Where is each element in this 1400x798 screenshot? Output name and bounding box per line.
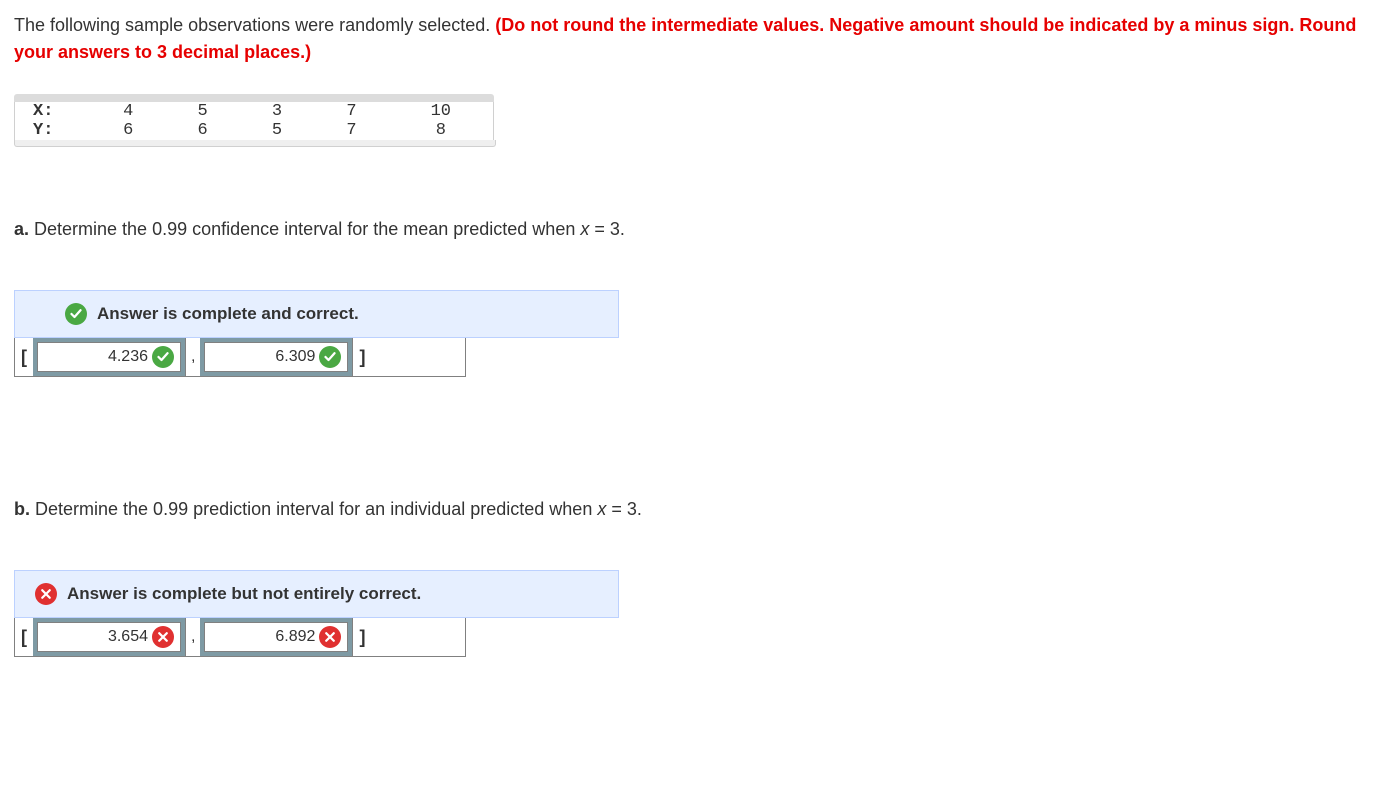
cell: 3 — [240, 102, 314, 121]
check-icon — [65, 303, 87, 325]
row-label-x: X: — [15, 102, 92, 121]
var-x: x — [580, 219, 589, 239]
interval-row-b: [ 3.654 , 6.892 ] — [14, 618, 466, 657]
data-scroll-bottom[interactable] — [14, 140, 496, 147]
answer-block-a: Answer is complete and correct. [ 4.236 … — [14, 290, 1386, 377]
var-x: x — [597, 499, 606, 519]
table-row: Y: 6 6 5 7 8 — [15, 121, 494, 140]
intro-plain: The following sample observations were r… — [14, 15, 495, 35]
answer-cell-b1-wrap: 3.654 — [33, 618, 186, 656]
feedback-banner-a: Answer is complete and correct. — [14, 290, 619, 338]
interval-row-a: [ 4.236 , 6.309 ] — [14, 338, 466, 377]
comma: , — [186, 342, 200, 372]
row-label-y: Y: — [15, 121, 92, 140]
answer-cell-b2[interactable]: 6.892 — [205, 623, 347, 651]
answer-cell-a2-wrap: 6.309 — [200, 338, 353, 376]
question-a-text: Determine the 0.99 confidence interval f… — [29, 219, 580, 239]
answer-block-b: Answer is complete but not entirely corr… — [14, 570, 1386, 657]
cell: 6 — [165, 121, 239, 140]
answer-cell-a1[interactable]: 4.236 — [38, 343, 180, 371]
cell: 7 — [314, 102, 388, 121]
data-table-wrap: X: 4 5 3 7 10 Y: 6 6 5 7 8 — [14, 94, 494, 147]
cell: 6 — [91, 121, 165, 140]
answer-cell-a1-wrap: 4.236 — [33, 338, 186, 376]
answer-cell-b1[interactable]: 3.654 — [38, 623, 180, 651]
close-bracket: ] — [353, 343, 371, 372]
answer-cell-b2-wrap: 6.892 — [200, 618, 353, 656]
close-bracket: ] — [353, 623, 371, 652]
question-b-label: b. — [14, 499, 30, 519]
cell: 5 — [165, 102, 239, 121]
comma: , — [186, 622, 200, 652]
cross-icon — [35, 583, 57, 605]
answer-value-b1: 3.654 — [108, 628, 148, 646]
cell: 8 — [389, 121, 494, 140]
data-scroll-top — [14, 94, 494, 102]
feedback-text-a: Answer is complete and correct. — [97, 304, 359, 324]
cell: 10 — [389, 102, 494, 121]
question-intro: The following sample observations were r… — [14, 12, 1386, 66]
question-b: b. Determine the 0.99 prediction interva… — [14, 497, 1386, 522]
open-bracket: [ — [15, 623, 33, 652]
open-bracket: [ — [15, 343, 33, 372]
answer-value-a1: 4.236 — [108, 348, 148, 366]
question-a-label: a. — [14, 219, 29, 239]
answer-cell-a2[interactable]: 6.309 — [205, 343, 347, 371]
data-table: X: 4 5 3 7 10 Y: 6 6 5 7 8 — [14, 102, 494, 140]
cross-icon — [152, 626, 174, 648]
question-a-eq: = 3. — [589, 219, 625, 239]
check-icon — [319, 346, 341, 368]
check-icon — [152, 346, 174, 368]
feedback-banner-b: Answer is complete but not entirely corr… — [14, 570, 619, 618]
question-a: a. Determine the 0.99 confidence interva… — [14, 217, 1386, 242]
cell: 5 — [240, 121, 314, 140]
question-b-text: Determine the 0.99 prediction interval f… — [30, 499, 597, 519]
feedback-text-b: Answer is complete but not entirely corr… — [67, 584, 421, 604]
cross-icon — [319, 626, 341, 648]
table-row: X: 4 5 3 7 10 — [15, 102, 494, 121]
cell: 4 — [91, 102, 165, 121]
question-b-eq: = 3. — [606, 499, 642, 519]
answer-value-a2: 6.309 — [275, 348, 315, 366]
cell: 7 — [314, 121, 388, 140]
answer-value-b2: 6.892 — [275, 628, 315, 646]
